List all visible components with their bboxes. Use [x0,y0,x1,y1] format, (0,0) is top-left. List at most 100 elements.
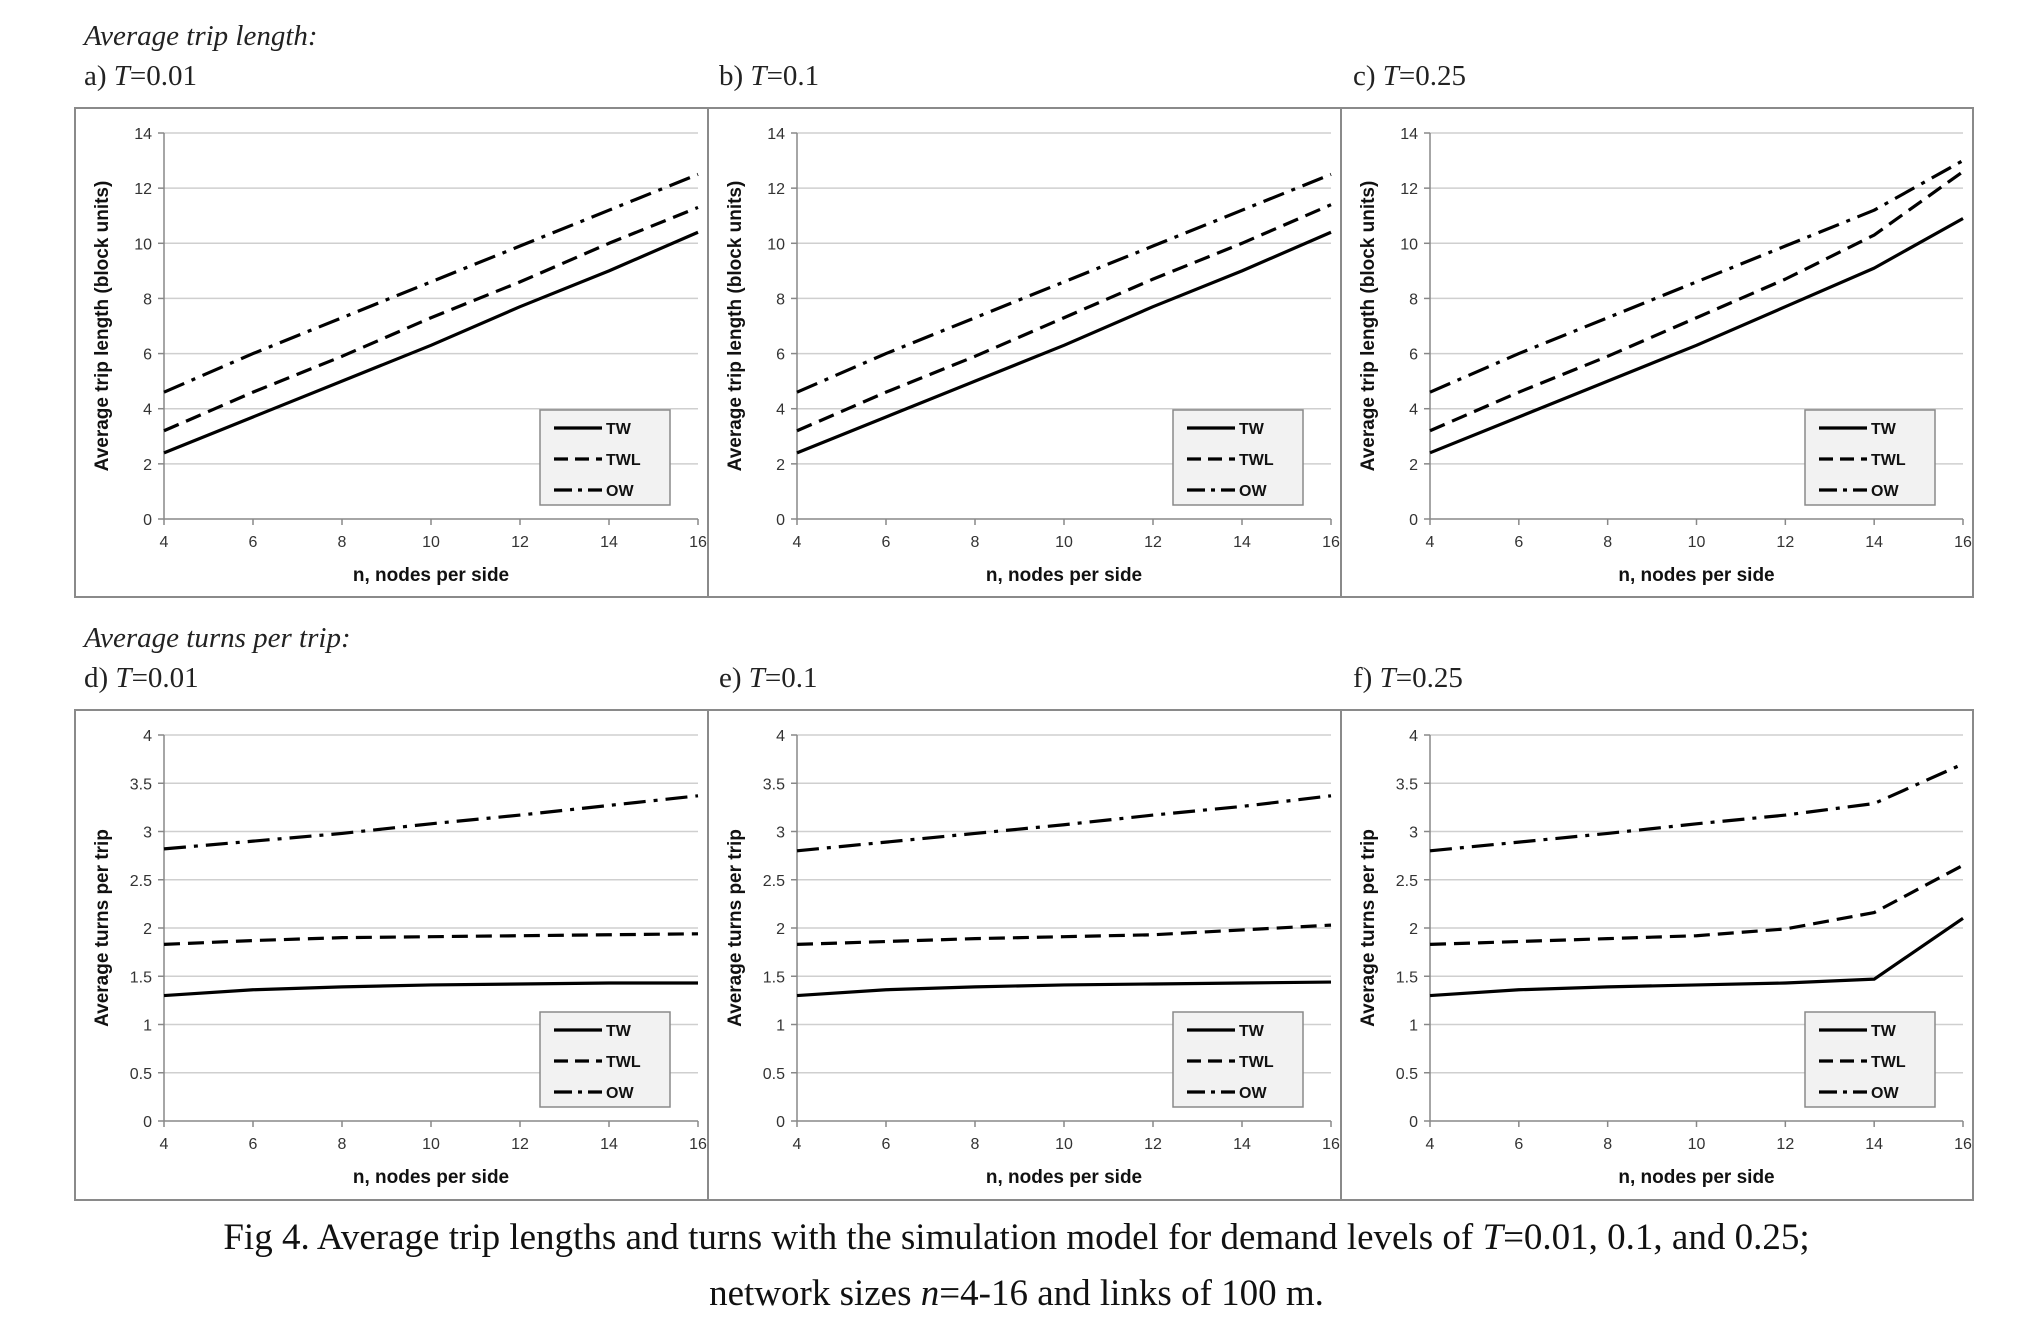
y-tick-label: 2 [1409,921,1418,938]
y-axis-label: Average turns per trip [725,829,746,1027]
x-tick-label: 6 [1514,1136,1523,1153]
legend-label-ow: OW [1871,483,1899,500]
y-tick-label: 0 [1409,512,1418,529]
x-tick-label: 4 [793,1136,802,1153]
caption-line-2: network sizes n=4-16 and links of 100 m. [0,1266,2033,1322]
x-tick-label: 6 [249,534,258,551]
legend-label-ow: OW [606,1085,634,1102]
legend-label-twl: TWL [606,452,641,469]
x-tick-label: 16 [1954,1136,1972,1153]
panel-t: T [113,60,130,92]
legend-label-ow: OW [1871,1085,1899,1102]
x-tick-label: 12 [1776,534,1794,551]
caption-line-1-post: =0.01, 0.1, and 0.25; [1503,1217,1810,1258]
y-tick-label: 4 [776,728,785,745]
x-tick-label: 14 [1233,1136,1251,1153]
y-tick-label: 1 [143,1018,152,1035]
chart-svg-b: 0 2 4 6 8 10 12 14 4 6 8 10 12 14 16 n, nodes per side A… [725,126,1340,586]
y-tick-label: 0.5 [763,1066,785,1083]
y-tick-label: 1.5 [130,969,152,986]
x-tick-label: 16 [689,534,707,551]
y-tick-label: 10 [767,236,785,253]
x-tick-label: 4 [1426,534,1435,551]
panel-t-value: =0.1 [766,60,820,92]
y-tick-label: 8 [143,291,152,308]
panel-t-value: =0.25 [1398,60,1467,92]
y-tick-label: 2.5 [763,873,785,890]
series-line-tw [796,980,1332,998]
legend-label-tw: TW [1239,1023,1265,1040]
caption-line-1: Fig 4. Average trip lengths and turns wi… [0,1210,2033,1266]
x-tick-label: 6 [882,1136,891,1153]
x-tick-label: 12 [511,1136,529,1153]
figure-caption: Fig 4. Average trip lengths and turns wi… [0,1210,2033,1322]
x-tick-label: 4 [1426,1136,1435,1153]
y-axis-label: Average turns per trip [1358,829,1379,1027]
caption-line-2-post: =4-16 and links of 100 m. [939,1273,1324,1314]
y-tick-label: 4 [143,728,152,745]
caption-line-2-pre: network sizes [709,1273,921,1314]
legend-label-twl: TWL [1871,1054,1906,1071]
series-line-tw [163,981,698,998]
series-line-ow [796,172,1332,394]
legend-label-twl: TWL [606,1054,641,1071]
legend-label-ow: OW [1239,1085,1267,1102]
x-axis-label: n, nodes per side [1618,565,1774,586]
legend-label-ow: OW [1239,483,1267,500]
x-tick-label: 12 [511,534,529,551]
panel-label-e: e) T=0.1 [719,662,818,695]
x-tick-label: 14 [600,1136,618,1153]
y-tick-label: 4 [143,402,152,419]
y-axis-label: Average trip length (block units) [1358,181,1379,472]
panel-t-value: =0.01 [131,662,199,694]
y-tick-label: 2.5 [1396,873,1418,890]
y-tick-label: 3 [1409,825,1418,842]
y-tick-label: 1 [776,1018,785,1035]
y-tick-label: 4 [1409,402,1418,419]
y-tick-label: 0 [776,512,785,529]
panel-t: T [1382,60,1399,92]
legend-label-twl: TWL [1239,1054,1274,1071]
y-tick-label: 3 [776,825,785,842]
y-tick-label: 12 [1400,181,1418,198]
y-tick-label: 4 [776,402,785,419]
panel-label-c: c) T=0.25 [1353,60,1466,93]
chart-svg-c: 0 2 4 6 8 10 12 14 4 6 8 10 12 14 16 n, nodes per side A… [1358,126,1972,586]
x-tick-label: 8 [971,534,980,551]
x-tick-label: 14 [1233,534,1251,551]
y-tick-label: 14 [134,126,152,143]
panel-letter: a) [84,60,107,92]
panel-letter: d) [84,662,109,694]
x-tick-label: 12 [1144,534,1162,551]
series-line-ow [796,794,1332,853]
section-title-turns: Average turns per trip: [84,622,351,654]
y-tick-label: 3.5 [1396,776,1418,793]
chart-panel-b: 0 2 4 6 8 10 12 14 4 6 8 10 12 14 16 n, nodes per side A… [707,107,1342,598]
y-tick-label: 0 [143,512,152,529]
series-line-twl [163,932,699,947]
legend-label-tw: TW [1871,421,1897,438]
y-tick-label: 6 [143,347,152,364]
y-tick-label: 1.5 [1396,969,1418,986]
x-tick-label: 8 [338,1136,347,1153]
chart-svg-e: 0 0.5 1 1.5 2 2.5 3 3.5 4 4 6 8 10 12 14 16 n, nodes per… [725,728,1340,1188]
panel-label-f: f) T=0.25 [1353,662,1463,695]
y-tick-label: 0 [776,1114,785,1131]
x-axis-label: n, nodes per side [353,1167,509,1188]
legend-label-ow: OW [606,483,634,500]
panel-label-d: d) T=0.01 [84,662,199,695]
panel-letter: e) [719,662,742,694]
x-tick-label: 16 [689,1136,707,1153]
series-line-ow [163,172,699,394]
series-line-ow [1429,159,1964,394]
chart-svg-d: 0 0.5 1 1.5 2 2.5 3 3.5 4 4 6 8 10 12 14 16 n, nodes per… [92,728,707,1188]
x-axis-label: n, nodes per side [353,565,509,586]
x-tick-label: 4 [160,1136,169,1153]
chart-panel-d: 0 0.5 1 1.5 2 2.5 3 3.5 4 4 6 8 10 12 14 16 n, nodes per… [74,709,709,1201]
panel-t: T [1379,662,1396,694]
x-tick-label: 14 [1865,534,1883,551]
y-axis-label: Average trip length (block units) [92,181,113,472]
caption-t: T [1482,1217,1504,1258]
legend-label-tw: TW [1871,1023,1897,1040]
x-tick-label: 12 [1144,1136,1162,1153]
